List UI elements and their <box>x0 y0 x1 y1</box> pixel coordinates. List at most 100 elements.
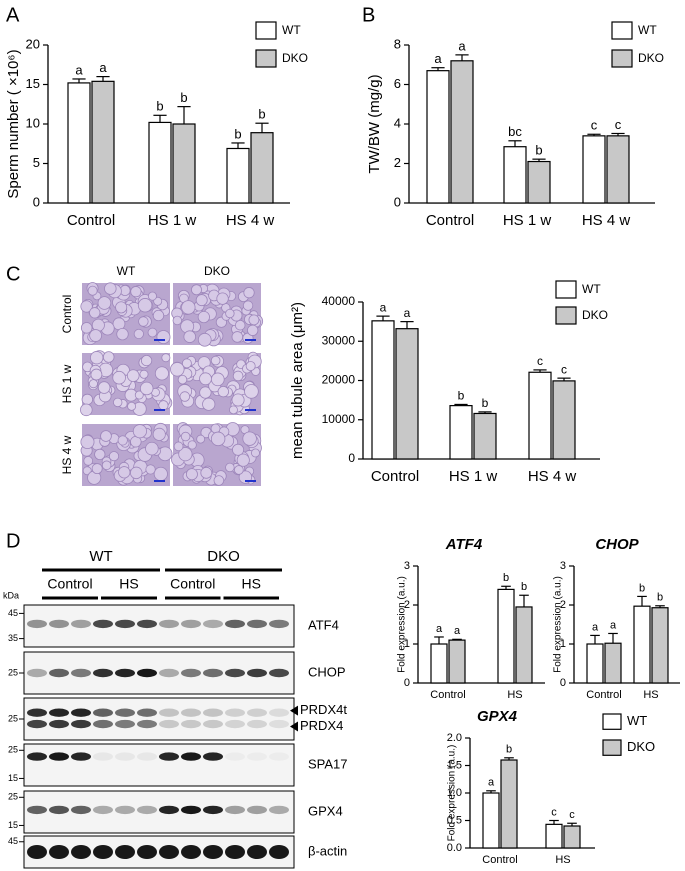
bar <box>606 135 630 204</box>
tubule <box>172 315 182 326</box>
band <box>181 719 201 729</box>
y-tick-label: 20000 <box>322 373 356 387</box>
row-label: Control <box>60 295 74 334</box>
band <box>71 752 91 761</box>
legend-swatch <box>602 713 622 730</box>
tubule <box>245 361 256 372</box>
y-tick-label: 10 <box>26 115 40 130</box>
tubule <box>247 324 259 336</box>
legend-label: DKO <box>627 739 655 754</box>
tubule <box>179 391 191 402</box>
band <box>181 619 201 629</box>
tubule <box>88 379 98 389</box>
band <box>203 708 223 717</box>
tubule <box>116 327 129 341</box>
tubule <box>229 405 238 415</box>
band <box>225 719 245 729</box>
y-tick-label: 20 <box>26 36 40 51</box>
tubule <box>181 300 196 315</box>
tubule <box>234 465 244 475</box>
bar <box>395 328 419 460</box>
band <box>71 805 91 815</box>
tubule <box>170 362 185 377</box>
y-tick-label: 3 <box>404 560 410 572</box>
x-tick-label: Control <box>371 468 419 485</box>
significance-letter: b <box>180 90 187 105</box>
band <box>181 752 201 761</box>
condition-label: Control <box>47 576 92 592</box>
tubule <box>112 317 126 331</box>
band <box>137 844 157 860</box>
significance-letter: b <box>535 143 542 158</box>
blot-panel <box>23 697 295 741</box>
y-tick-label: 2 <box>560 599 566 611</box>
band <box>71 619 91 629</box>
band <box>137 708 157 717</box>
tubule <box>242 431 257 446</box>
band <box>49 719 69 729</box>
significance-letter: a <box>404 306 411 320</box>
tubule <box>130 466 143 480</box>
x-tick-label: HS 4 w <box>582 212 631 229</box>
marker-label: 45 <box>8 608 18 618</box>
significance-letter: a <box>610 619 617 631</box>
x-tick-label: HS <box>507 689 522 701</box>
tubule <box>191 284 202 296</box>
band <box>269 619 289 629</box>
bar <box>500 759 518 849</box>
legend-swatch <box>602 739 622 756</box>
x-tick-label: HS 1 w <box>148 212 197 229</box>
band-label: PRDX4 <box>300 718 343 733</box>
band-label: PRDX4t <box>300 702 347 717</box>
tubule <box>183 330 197 343</box>
significance-letter: a <box>454 625 461 637</box>
tubule <box>199 386 212 399</box>
significance-letter: c <box>551 806 557 818</box>
band <box>49 844 69 860</box>
significance-letter: a <box>99 60 107 75</box>
condition-label: HS <box>119 576 138 592</box>
y-tick-label: 1 <box>404 638 410 650</box>
y-axis-label: Fold expression (a.u.) <box>553 576 564 673</box>
significance-letter: b <box>503 572 509 584</box>
significance-letter: b <box>482 396 489 410</box>
tubule <box>97 296 112 310</box>
tubule <box>104 282 117 295</box>
condition-label: HS <box>242 576 261 592</box>
band <box>203 752 223 761</box>
y-axis-label: TW/BW (mg/g) <box>366 74 383 173</box>
bar <box>497 588 515 684</box>
legend-swatch <box>611 21 633 40</box>
y-tick-label: 0 <box>394 194 401 209</box>
band <box>159 719 179 729</box>
band <box>115 668 135 678</box>
band <box>27 619 47 629</box>
band <box>27 719 47 729</box>
legend-label: WT <box>638 23 657 37</box>
tubule <box>90 351 104 365</box>
tubule <box>156 330 171 345</box>
significance-letter: b <box>657 592 663 604</box>
band <box>247 619 267 629</box>
band <box>203 805 223 815</box>
x-tick-label: HS 1 w <box>449 468 498 485</box>
group-label: WT <box>89 548 112 565</box>
significance-letter: c <box>591 118 598 133</box>
x-tick-label: Control <box>67 212 115 229</box>
band <box>93 708 113 717</box>
band <box>203 844 223 860</box>
y-tick-label: 15 <box>26 76 40 91</box>
tubule <box>147 327 158 338</box>
band <box>269 752 289 760</box>
tubule <box>210 372 225 387</box>
bar <box>473 412 497 460</box>
legend-label: WT <box>627 713 647 728</box>
tubule <box>112 370 126 385</box>
band <box>225 805 245 815</box>
legend-swatch <box>555 280 577 299</box>
band-label: GPX4 <box>308 803 343 818</box>
y-tick-label: 4 <box>394 115 401 130</box>
band <box>49 708 69 717</box>
band <box>49 752 69 761</box>
y-tick-label: 0.0 <box>447 842 462 854</box>
